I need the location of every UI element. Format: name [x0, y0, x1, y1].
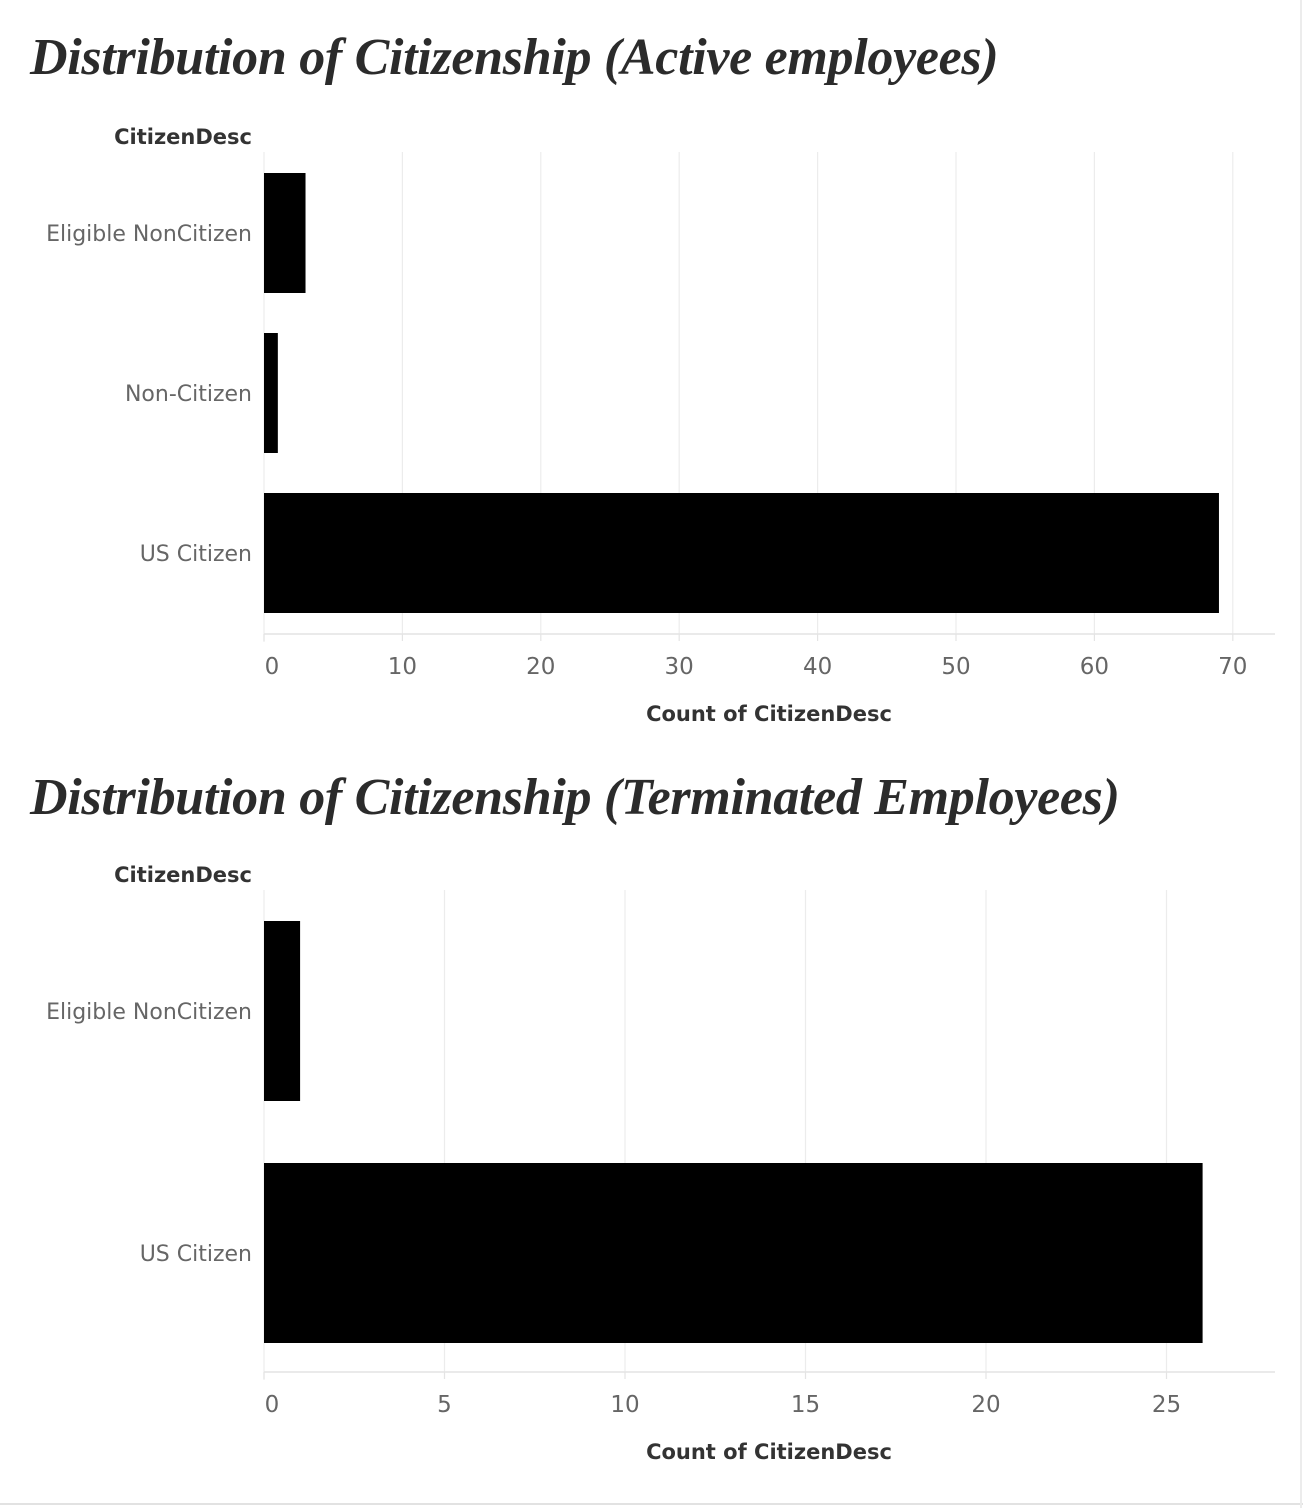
bar	[264, 173, 306, 293]
x-tick-label: 10	[388, 654, 417, 680]
x-tick-label: 10	[610, 1392, 639, 1418]
x-tick-label: 25	[1152, 1392, 1181, 1418]
x-tick-label: 60	[1080, 654, 1109, 680]
x-axis-title: Count of CitizenDesc	[646, 702, 892, 726]
category-label: Eligible NonCitizen	[46, 222, 252, 247]
bar	[264, 493, 1219, 613]
bar	[264, 333, 278, 453]
x-tick-label: 0	[265, 1392, 280, 1418]
category-label: Non-Citizen	[125, 382, 252, 407]
x-tick-label: 40	[803, 654, 832, 680]
x-tick-label: 0	[265, 654, 280, 680]
category-label: Eligible NonCitizen	[46, 1000, 252, 1025]
chart-title: Distribution of Citizenship (Terminated …	[30, 769, 1120, 826]
x-tick-label: 50	[941, 654, 970, 680]
category-label: US Citizen	[140, 542, 252, 567]
bar	[264, 921, 301, 1101]
x-tick-label: 15	[791, 1392, 820, 1418]
y-axis-title: CitizenDesc	[114, 863, 252, 887]
x-tick-label: 20	[526, 654, 555, 680]
y-axis-title: CitizenDesc	[114, 125, 252, 149]
terminated-employees-chart: Distribution of Citizenship (Terminated …	[0, 740, 1303, 1508]
right-divider	[1300, 0, 1302, 1508]
chart-plot: 0 10 20 30 40 50 60 70 Eligible NonCitizen Non-Ci…	[46, 125, 1275, 726]
x-tick-label: 20	[971, 1392, 1000, 1418]
chart-plot: 0 5 10 15 20 25 Eligible NonCitizen US Citizen C…	[46, 863, 1275, 1464]
x-axis-title: Count of CitizenDesc	[646, 1440, 892, 1464]
chart-title: Distribution of Citizenship (Active empl…	[30, 29, 999, 86]
category-label: US Citizen	[140, 1242, 252, 1267]
x-tick-label: 30	[665, 654, 694, 680]
x-tick-label: 70	[1218, 654, 1247, 680]
active-employees-chart: Distribution of Citizenship (Active empl…	[0, 0, 1303, 740]
bar	[264, 1163, 1203, 1343]
bottom-divider	[0, 1503, 1303, 1505]
x-tick-label: 5	[437, 1392, 452, 1418]
